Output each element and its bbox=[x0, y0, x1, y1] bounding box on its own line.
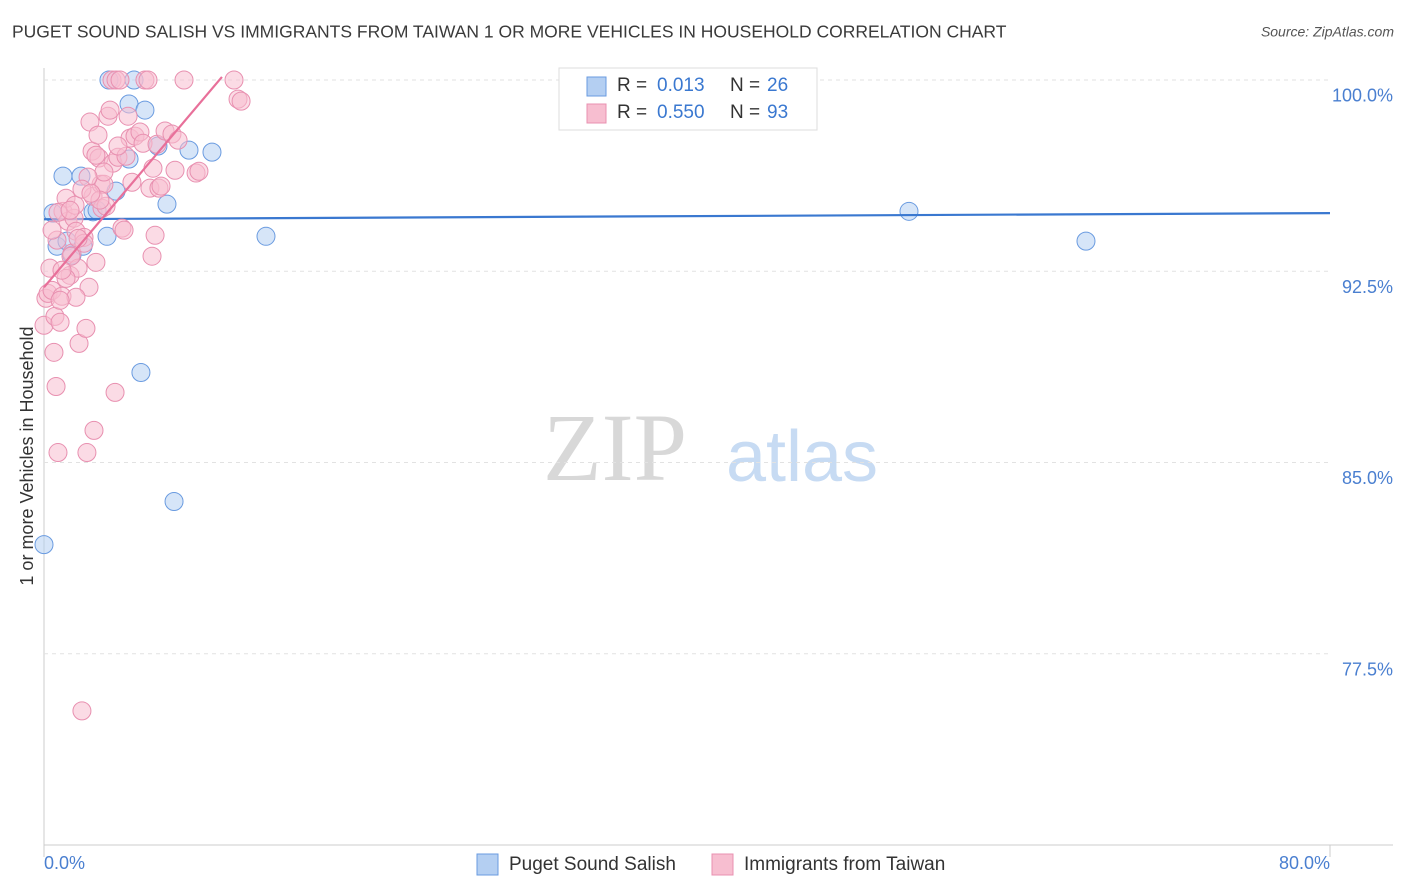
point bbox=[143, 158, 163, 178]
point bbox=[1076, 231, 1096, 251]
legend-swatch bbox=[586, 103, 607, 124]
legend-label: Puget Sound Salish bbox=[509, 854, 676, 875]
point bbox=[114, 220, 134, 240]
point bbox=[86, 145, 106, 165]
trend-line bbox=[43, 76, 223, 289]
point bbox=[34, 535, 54, 555]
point bbox=[165, 160, 185, 180]
y-axis-label: 1 or more Vehicles in Household bbox=[17, 326, 37, 585]
legend-swatch bbox=[476, 853, 499, 876]
point bbox=[118, 106, 138, 126]
point bbox=[72, 701, 92, 721]
point bbox=[110, 70, 130, 90]
point bbox=[168, 130, 188, 150]
point bbox=[142, 246, 162, 266]
point bbox=[174, 70, 194, 90]
stat-value: 26 bbox=[767, 75, 788, 96]
watermark: atlas bbox=[726, 417, 878, 497]
point bbox=[44, 342, 64, 362]
stat-label: R = bbox=[617, 102, 647, 123]
point bbox=[50, 290, 70, 310]
point bbox=[79, 277, 99, 297]
point bbox=[46, 377, 66, 397]
y-tick-label: 100.0% bbox=[1332, 86, 1393, 106]
point bbox=[88, 125, 108, 145]
x-tick-label: 0.0% bbox=[44, 853, 85, 873]
stat-value: 0.550 bbox=[657, 102, 705, 123]
point bbox=[42, 220, 62, 240]
point bbox=[151, 176, 171, 196]
legend-swatch bbox=[711, 853, 734, 876]
point bbox=[53, 166, 73, 186]
point bbox=[256, 226, 276, 246]
point bbox=[60, 200, 80, 220]
point bbox=[145, 225, 165, 245]
point bbox=[202, 142, 222, 162]
point bbox=[76, 318, 96, 338]
x-tick-label: 80.0% bbox=[1279, 853, 1330, 873]
point bbox=[100, 100, 120, 120]
legend-label: Immigrants from Taiwan bbox=[744, 854, 945, 875]
stat-label: N = bbox=[730, 102, 760, 123]
chart-title: PUGET SOUND SALISH VS IMMIGRANTS FROM TA… bbox=[12, 22, 1007, 42]
point bbox=[66, 287, 86, 307]
point bbox=[105, 382, 125, 402]
point bbox=[131, 362, 151, 382]
point bbox=[94, 162, 114, 182]
point bbox=[224, 70, 244, 90]
y-tick-label: 92.5% bbox=[1342, 277, 1393, 297]
point bbox=[157, 194, 177, 214]
point bbox=[231, 91, 251, 111]
point bbox=[138, 70, 158, 90]
point bbox=[52, 260, 72, 280]
y-tick-label: 85.0% bbox=[1342, 468, 1393, 488]
point bbox=[86, 252, 106, 272]
stat-label: N = bbox=[730, 75, 760, 96]
point bbox=[108, 136, 128, 156]
legend-swatch bbox=[586, 76, 607, 97]
point bbox=[899, 201, 919, 221]
plot-area bbox=[34, 70, 1331, 721]
point bbox=[135, 100, 155, 120]
stat-label: R = bbox=[617, 75, 647, 96]
point bbox=[97, 226, 117, 246]
point bbox=[81, 183, 101, 203]
stat-value: 0.013 bbox=[657, 75, 705, 96]
source: Source: ZipAtlas.com bbox=[1261, 24, 1394, 40]
point bbox=[84, 420, 104, 440]
point bbox=[48, 443, 68, 463]
point bbox=[164, 492, 184, 512]
trend-line bbox=[43, 211, 1331, 221]
stat-value: 93 bbox=[767, 102, 788, 123]
point bbox=[77, 443, 97, 463]
point bbox=[189, 161, 209, 181]
point bbox=[50, 312, 70, 332]
watermark: ZIP bbox=[543, 394, 687, 501]
y-tick-label: 77.5% bbox=[1342, 659, 1393, 679]
